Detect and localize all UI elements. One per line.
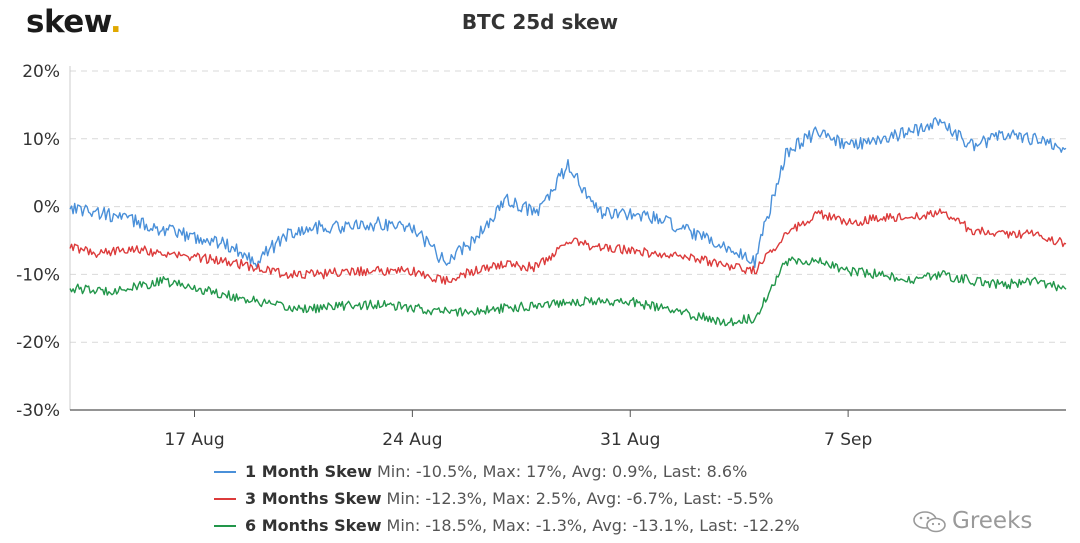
y-tick-label: -30%: [16, 401, 60, 421]
y-tick-label: 10%: [22, 130, 60, 150]
series-line-3-months-skew: [69, 208, 1067, 285]
legend-label-1m: 1 Month Skew: [245, 462, 372, 481]
x-tick-label: 31 Aug: [600, 430, 660, 450]
chart-title: BTC 25d skew: [461, 10, 619, 34]
watermark-text: Greeks: [952, 508, 1033, 534]
legend-item-6m[interactable]: 6 Months Skew Min: -18.5%, Max: -1.3%, A…: [214, 512, 800, 539]
legend-stats-1m: Min: -10.5%, Max: 17%, Avg: 0.9%, Last: …: [376, 462, 748, 481]
legend-label-3m: 3 Months Skew: [245, 489, 382, 508]
y-tick-label: 20%: [22, 62, 60, 82]
legend-stats-3m: Min: -12.3%, Max: 2.5%, Avg: -6.7%, Last…: [386, 489, 774, 508]
skew-logo: skew.: [26, 4, 122, 40]
wechat-icon: [913, 510, 946, 532]
greeks-watermark: Greeks: [912, 508, 1032, 534]
chart-legend: 1 Month Skew Min: -10.5%, Max: 17%, Avg:…: [214, 458, 800, 539]
x-tick-label: 24 Aug: [382, 430, 442, 450]
series-line-6-months-skew: [69, 256, 1067, 327]
legend-item-3m[interactable]: 3 Months Skew Min: -12.3%, Max: 2.5%, Av…: [214, 485, 800, 512]
legend-swatch-3m: [214, 497, 236, 500]
series-line-1-month-skew: [69, 117, 1067, 269]
x-tick-label: 7 Sep: [824, 430, 872, 450]
legend-swatch-1m: [214, 470, 236, 473]
legend-swatch-6m: [214, 524, 236, 527]
x-tick-label: 17 Aug: [164, 430, 224, 450]
legend-item-1m[interactable]: 1 Month Skew Min: -10.5%, Max: 17%, Avg:…: [214, 458, 800, 485]
legend-stats-6m: Min: -18.5%, Max: -1.3%, Avg: -13.1%, La…: [386, 516, 800, 535]
y-tick-label: -20%: [16, 333, 60, 353]
y-tick-label: 0%: [33, 198, 60, 218]
y-tick-label: -10%: [16, 265, 60, 285]
legend-label-6m: 6 Months Skew: [245, 516, 382, 535]
